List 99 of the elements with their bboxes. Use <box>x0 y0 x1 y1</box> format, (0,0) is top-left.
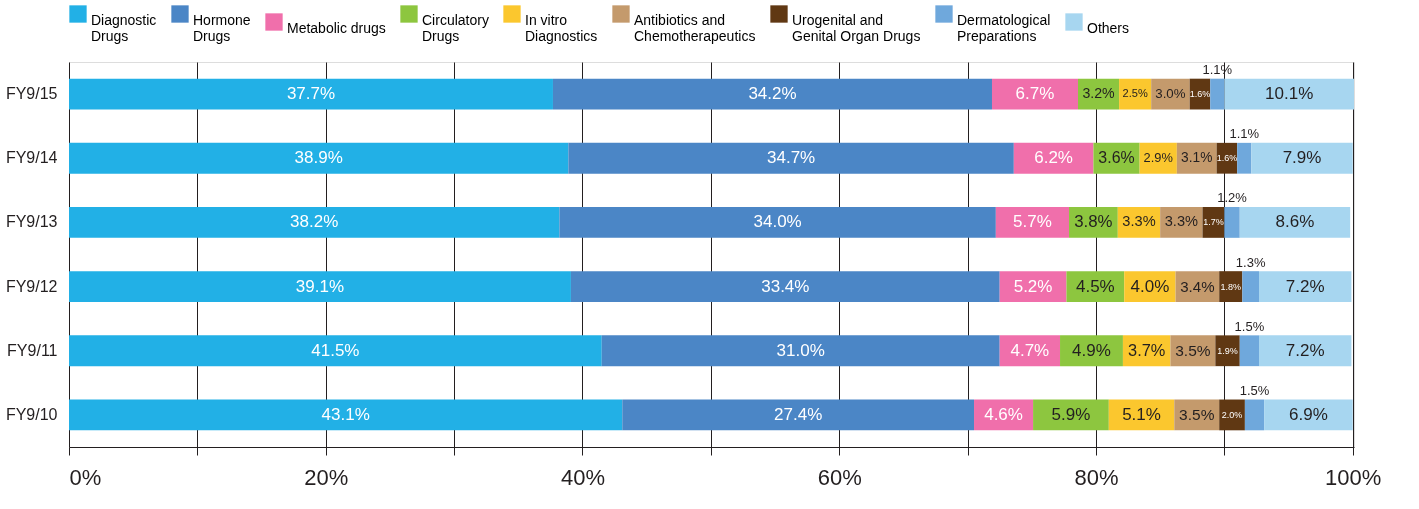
data-label: 4.6% <box>984 404 1023 424</box>
data-label: 8.6% <box>1275 212 1315 232</box>
bar <box>1239 207 1351 238</box>
bar <box>1239 335 1259 367</box>
bar <box>69 335 602 367</box>
y-tick-label: FY9/11 <box>7 341 58 359</box>
bar <box>1259 335 1352 367</box>
data-label: 1.1% <box>1229 126 1260 142</box>
data-label: 1.5% <box>1239 382 1270 398</box>
data-label: 1.7% <box>1203 217 1224 228</box>
y-tick-label: FY9/15 <box>5 85 58 103</box>
bar <box>1013 142 1094 174</box>
data-label: 3.7% <box>1128 340 1166 359</box>
x-tick-label: 40% <box>560 464 606 490</box>
legend-label: Urogenital and Genital Organ Drugs <box>792 12 921 44</box>
legend-label: Antibiotics and Chemotherapeutics <box>634 12 756 44</box>
legend-label: Circulatory Drugs <box>422 12 489 44</box>
legend-label: Diagnostic Drugs <box>91 12 157 44</box>
data-label: 10.1% <box>1265 84 1314 104</box>
data-label: 2.0% <box>1221 409 1243 420</box>
bar <box>1244 399 1265 431</box>
bar <box>1259 271 1352 302</box>
data-label: 7.2% <box>1285 340 1325 360</box>
data-label: 1.6% <box>1189 89 1211 100</box>
bar <box>1224 207 1240 238</box>
data-label: 3.5% <box>1179 405 1215 423</box>
data-label: 31.0% <box>776 340 825 360</box>
data-label: 3.4% <box>1180 277 1215 295</box>
data-label: 27.4% <box>774 404 823 424</box>
bar <box>69 207 560 238</box>
data-label: 4.7% <box>1010 340 1050 360</box>
data-label: 5.7% <box>1013 212 1052 232</box>
data-label: 5.9% <box>1051 404 1091 424</box>
data-label: 43.1% <box>321 404 370 424</box>
data-label: 5.1% <box>1122 404 1161 424</box>
bar <box>1251 142 1353 174</box>
data-label: 33.4% <box>761 276 810 296</box>
data-label: 38.9% <box>294 148 343 168</box>
bar <box>69 271 571 302</box>
data-label: 6.9% <box>1289 404 1328 424</box>
y-tick-label: FY9/12 <box>5 277 58 295</box>
data-label: 6.2% <box>1034 148 1073 168</box>
legend-label: Hormone Drugs <box>193 12 251 44</box>
data-label: 5.2% <box>1013 276 1053 296</box>
legend-label: Others <box>1087 20 1130 36</box>
data-label: 41.5% <box>311 340 360 360</box>
data-label: 39.1% <box>295 276 345 296</box>
bar <box>1210 78 1225 110</box>
data-label: 3.3% <box>1122 213 1156 230</box>
data-label: 37.7% <box>286 84 336 104</box>
legend-label: In vitro Diagnostics <box>525 12 598 44</box>
data-label: 7.2% <box>1285 276 1325 296</box>
bar <box>559 207 996 238</box>
data-label: 2.5% <box>1122 87 1148 100</box>
x-tick-label: 80% <box>1074 464 1119 490</box>
x-tick-label: 60% <box>817 464 862 490</box>
bar <box>568 142 1014 174</box>
bar <box>1242 271 1259 302</box>
data-label: 3.0% <box>1155 86 1186 102</box>
data-label: 4.0% <box>1130 276 1170 296</box>
data-label: 34.0% <box>753 212 802 232</box>
bar <box>69 399 623 431</box>
data-label: 3.5% <box>1175 341 1211 359</box>
data-label: 4.9% <box>1072 340 1111 360</box>
bar <box>1224 78 1354 110</box>
data-label: 1.5% <box>1234 318 1265 334</box>
data-label: 7.9% <box>1282 148 1322 168</box>
data-label: 3.6% <box>1098 149 1135 167</box>
data-label: 1.6% <box>1216 153 1238 164</box>
data-label: 34.2% <box>748 84 797 104</box>
data-label: 2.9% <box>1143 150 1173 166</box>
y-tick-label: FY9/13 <box>5 213 58 231</box>
legend-label: Dermatological Preparations <box>957 12 1051 44</box>
data-label: 1.8% <box>1220 281 1242 292</box>
y-tick-label: FY9/14 <box>5 149 58 167</box>
data-label: 3.2% <box>1082 85 1116 102</box>
x-tick-label: 20% <box>304 464 349 490</box>
data-label: 3.1% <box>1181 150 1213 166</box>
legend-label: Metabolic drugs <box>287 20 386 36</box>
x-tick-label: 100% <box>1325 464 1382 490</box>
y-tick-label: FY9/10 <box>5 405 58 423</box>
data-label: 38.2% <box>290 212 339 232</box>
x-tick-label: 0% <box>69 464 102 490</box>
data-label: 3.3% <box>1164 213 1198 230</box>
data-label: 3.8% <box>1074 212 1113 232</box>
bar <box>995 207 1070 238</box>
bar <box>601 335 1000 367</box>
data-label: 6.7% <box>1015 84 1055 104</box>
bar <box>69 142 569 174</box>
data-label: 1.3% <box>1235 254 1266 270</box>
bar <box>622 399 975 431</box>
data-label: 1.9% <box>1217 345 1238 356</box>
bar <box>1215 335 1240 367</box>
bar <box>69 78 553 110</box>
bar <box>552 78 992 110</box>
data-label: 34.7% <box>766 148 816 168</box>
data-label: 4.5% <box>1075 276 1115 296</box>
bar <box>1237 142 1252 174</box>
bar <box>570 271 1000 302</box>
